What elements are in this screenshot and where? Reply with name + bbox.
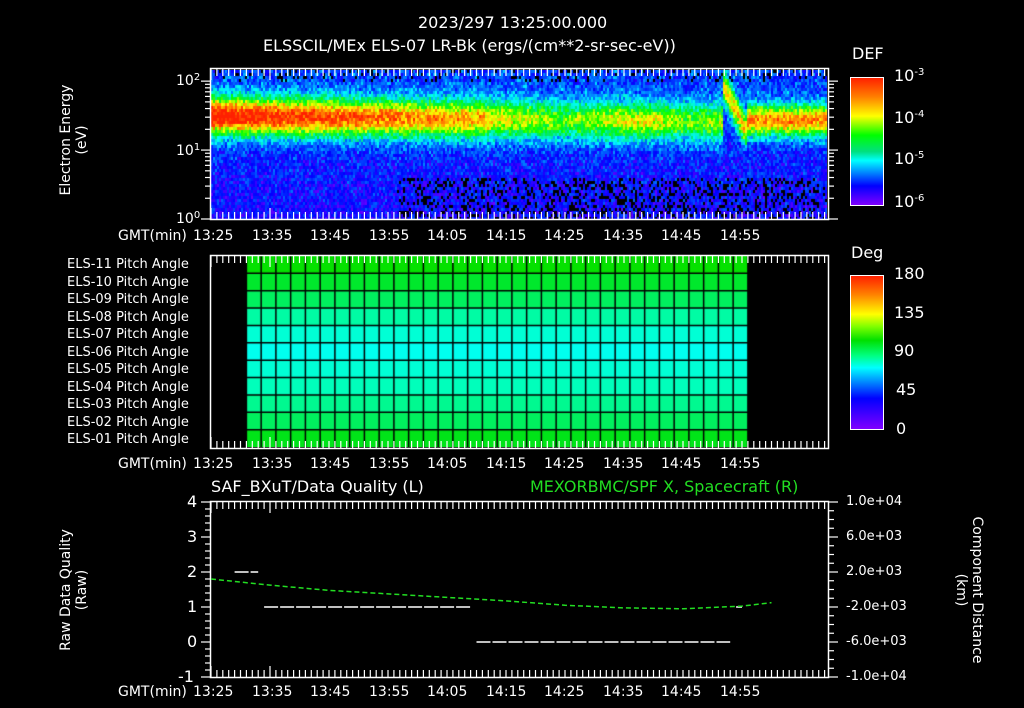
xtick-label: 13:25 [193, 228, 234, 244]
xtick-label: 14:45 [661, 228, 702, 244]
xtick-label: 14:05 [427, 684, 468, 700]
xtick-label: 13:45 [310, 228, 351, 244]
deg-tick-90: 90 [894, 341, 915, 360]
ytick-100: 102 [176, 72, 201, 89]
def-colorbar [850, 77, 884, 206]
xtick-label: 14:25 [544, 684, 585, 700]
xtick-label: 13:55 [369, 228, 410, 244]
pitch-angle-row-label: ELS-02 Pitch Angle [67, 414, 189, 430]
xtick-label: 13:45 [310, 456, 351, 472]
pitch-angle-row-label: ELS-11 Pitch Angle [67, 257, 189, 272]
pitch-angle-row-label: ELS-08 Pitch Angle [67, 309, 189, 325]
pitch-angle-row-label: ELS-04 Pitch Angle [67, 379, 189, 395]
deg-tick-45: 45 [896, 380, 917, 399]
xtick-label: 13:35 [252, 228, 293, 244]
timestamp: 2023/297 13:25:00.000 [418, 13, 608, 32]
def-colorbar-label: DEF [852, 44, 884, 63]
xaxis-label: GMT(min) [118, 684, 187, 700]
def-tick-1e-6: 10-6 [894, 192, 925, 211]
pitch-angle-row-label: ELS-09 Pitch Angle [67, 292, 189, 307]
xaxis-label: GMT(min) [118, 228, 187, 244]
left-ytick-label: 0 [187, 632, 198, 651]
panel3-left-title: SAF_BXuT/Data Quality (L) [211, 477, 424, 496]
deg-tick-180: 180 [894, 264, 925, 283]
xtick-label: 14:05 [427, 456, 468, 472]
pitch-angle-grid [211, 256, 827, 447]
xtick-label: 14:35 [603, 228, 644, 244]
ytick-10: 101 [176, 142, 201, 159]
deg-colorbar-label: Deg [851, 243, 884, 262]
xtick-label: 14:15 [486, 456, 527, 472]
left-ytick-label: 1 [187, 597, 198, 616]
panel1-title: ELSSCIL/MEx ELS-07 LR-Bk (ergs/(cm**2-sr… [263, 36, 676, 55]
xtick-label: 14:35 [603, 456, 644, 472]
xtick-label: 13:55 [369, 456, 410, 472]
xtick-label: 13:45 [310, 684, 351, 700]
xtick-label: 13:35 [252, 456, 293, 472]
xtick-label: 14:55 [720, 228, 761, 244]
def-tick-1e-3: 10-3 [894, 66, 925, 85]
right-ytick-label: -2.0e+03 [846, 599, 907, 614]
right-ytick-label: 2.0e+03 [846, 564, 903, 579]
pitch-angle-row-label: ELS-06 Pitch Angle [67, 344, 189, 360]
xtick-label: 14:35 [603, 684, 644, 700]
left-ytick-label: -1 [178, 667, 194, 686]
deg-colorbar [850, 275, 884, 430]
xtick-label: 13:35 [252, 684, 293, 700]
xtick-label: 14:15 [486, 228, 527, 244]
right-ytick-label: 6.0e+03 [846, 529, 903, 544]
xtick-label: 14:45 [661, 456, 702, 472]
xtick-label: 14:15 [486, 684, 527, 700]
left-ytick-label: 2 [187, 562, 198, 581]
xtick-label: 14:05 [427, 228, 468, 244]
left-ytick-label: 4 [187, 492, 198, 511]
left-ytick-label: 3 [187, 527, 198, 546]
pitch-angle-row-label: ELS-01 Pitch Angle [67, 432, 189, 447]
xtick-label: 14:45 [661, 684, 702, 700]
xaxis-label: GMT(min) [118, 456, 187, 472]
deg-tick-135: 135 [894, 303, 925, 322]
deg-tick-0: 0 [896, 419, 907, 438]
ytick-1: 100 [176, 210, 201, 227]
pitch-angle-row-label: ELS-05 Pitch Angle [67, 362, 189, 377]
xtick-label: 13:55 [369, 684, 410, 700]
xtick-label: 14:25 [544, 228, 585, 244]
pitch-angle-row-label: ELS-10 Pitch Angle [67, 274, 189, 290]
xtick-label: 13:25 [193, 684, 234, 700]
pitch-angle-row-label: ELS-07 Pitch Angle [67, 327, 189, 342]
right-ytick-label: -1.0e+04 [846, 669, 907, 684]
def-tick-1e-5: 10-5 [894, 149, 925, 168]
pitch-angle-row-label: ELS-03 Pitch Angle [67, 397, 189, 412]
right-ytick-label: 1.0e+04 [846, 494, 903, 509]
xtick-label: 14:55 [720, 684, 761, 700]
right-ytick-label: -6.0e+03 [846, 634, 907, 649]
energy-spectrogram [211, 70, 827, 219]
xtick-label: 14:25 [544, 456, 585, 472]
panel3-right-title: MEXORBMC/SPF X, Spacecraft (R) [530, 477, 799, 496]
xtick-label: 13:25 [193, 456, 234, 472]
def-tick-1e-4: 10-4 [894, 108, 925, 127]
xtick-label: 14:55 [720, 456, 761, 472]
